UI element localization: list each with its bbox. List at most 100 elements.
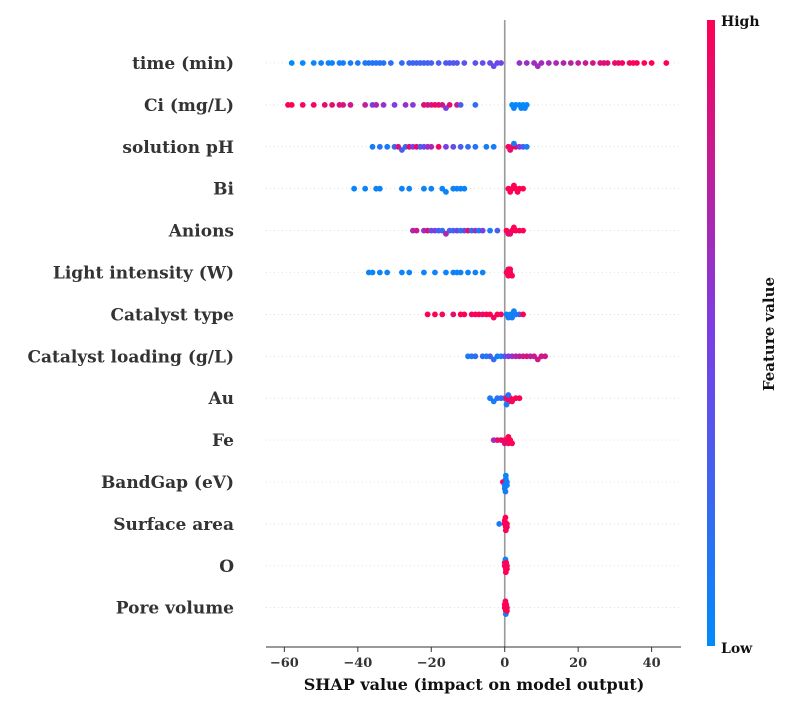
feature-label: solution pH	[122, 138, 234, 158]
shap-point	[376, 185, 383, 192]
shap-point	[641, 60, 648, 66]
shap-point	[494, 227, 501, 234]
shap-point	[538, 60, 545, 66]
shap-point	[560, 60, 567, 66]
shap-point	[329, 102, 336, 108]
shap-point	[413, 227, 420, 234]
shap-point	[504, 482, 510, 489]
feature-label: Light intensity (W)	[53, 264, 234, 284]
shap-point	[504, 608, 510, 614]
shap-point	[509, 440, 515, 447]
shap-point	[321, 102, 328, 108]
shap-point	[421, 185, 427, 192]
shap-point	[443, 269, 449, 276]
shap-point	[502, 472, 509, 479]
shap-point	[503, 401, 510, 408]
shap-point	[520, 227, 526, 234]
shap-point	[457, 269, 464, 276]
x-tick-label: −40	[343, 656, 372, 671]
x-tick-label: 0	[500, 656, 509, 671]
shap-point	[502, 514, 509, 521]
shap-point	[472, 143, 479, 150]
shap-point	[504, 566, 510, 572]
feature-label: Ci (mg/L)	[144, 96, 234, 116]
feature-label: Fe	[212, 431, 234, 451]
shap-point	[507, 189, 514, 195]
colorbar	[707, 20, 715, 646]
shap-point	[432, 311, 438, 318]
shap-point	[391, 102, 398, 108]
shap-point	[340, 102, 347, 108]
shap-point	[347, 102, 354, 108]
shap-point	[582, 60, 589, 66]
shap-point	[619, 60, 626, 66]
x-tick-label: 40	[643, 656, 661, 671]
shap-point	[479, 60, 486, 66]
shap-point	[522, 105, 528, 111]
colorbar-low-label: Low	[721, 641, 753, 657]
shap-point	[435, 143, 442, 150]
shap-point	[510, 182, 517, 189]
shap-point	[454, 60, 460, 66]
shap-point	[288, 60, 295, 66]
x-tick-label: −60	[270, 656, 299, 671]
shap-point	[514, 189, 521, 195]
shap-point	[461, 60, 468, 66]
shap-point	[310, 102, 317, 108]
shap-point	[354, 60, 361, 66]
shap-point	[604, 60, 611, 66]
shap-point	[406, 185, 413, 192]
shap-points	[285, 60, 670, 617]
shap-point	[523, 60, 530, 66]
shap-point	[446, 102, 453, 108]
shap-point	[373, 102, 380, 108]
colorbar-title: Feature value	[760, 277, 778, 391]
shap-point	[376, 269, 383, 276]
shap-point	[443, 189, 449, 195]
feature-labels: time (min) Ci (mg/L) solution pH Bi Anions Li…	[27, 54, 234, 619]
shap-point	[457, 143, 464, 150]
shap-point	[362, 185, 369, 192]
shap-point	[472, 269, 479, 276]
shap-point	[505, 392, 512, 398]
feature-label: Catalyst loading (g/L)	[27, 347, 234, 367]
shap-point	[504, 524, 510, 530]
shap-point	[567, 60, 574, 66]
shap-point	[432, 269, 438, 276]
x-tick-label: 20	[569, 656, 587, 671]
shap-point	[329, 60, 336, 66]
shap-point	[465, 143, 471, 150]
shap-point	[406, 269, 413, 276]
shap-point	[461, 311, 468, 318]
shap-point	[510, 140, 517, 147]
shap-point	[299, 102, 306, 108]
feature-label: time (min)	[132, 54, 234, 74]
shap-point	[384, 143, 391, 150]
shap-point	[428, 185, 435, 192]
shap-point	[490, 143, 497, 150]
shap-point	[347, 60, 354, 66]
shap-point	[510, 224, 517, 231]
shap-point	[362, 102, 369, 108]
shap-point	[553, 60, 560, 66]
colorbar-high-label: High	[721, 14, 760, 30]
shap-point	[501, 440, 508, 447]
shap-point	[457, 102, 464, 108]
shap-point	[424, 311, 431, 318]
shap-point	[288, 102, 295, 108]
shap-point	[516, 60, 523, 66]
shap-point	[435, 60, 442, 66]
feature-label: Pore volume	[116, 599, 234, 619]
shap-point	[428, 143, 435, 150]
shap-point	[575, 60, 582, 66]
shap-point	[498, 311, 504, 318]
shap-point	[509, 272, 515, 279]
shap-point	[516, 395, 523, 402]
shap-point	[465, 269, 471, 276]
shap-point	[340, 60, 347, 66]
shap-point	[523, 143, 530, 150]
shap-point	[545, 60, 552, 66]
shap-point	[502, 488, 509, 495]
shap-point	[380, 60, 387, 66]
